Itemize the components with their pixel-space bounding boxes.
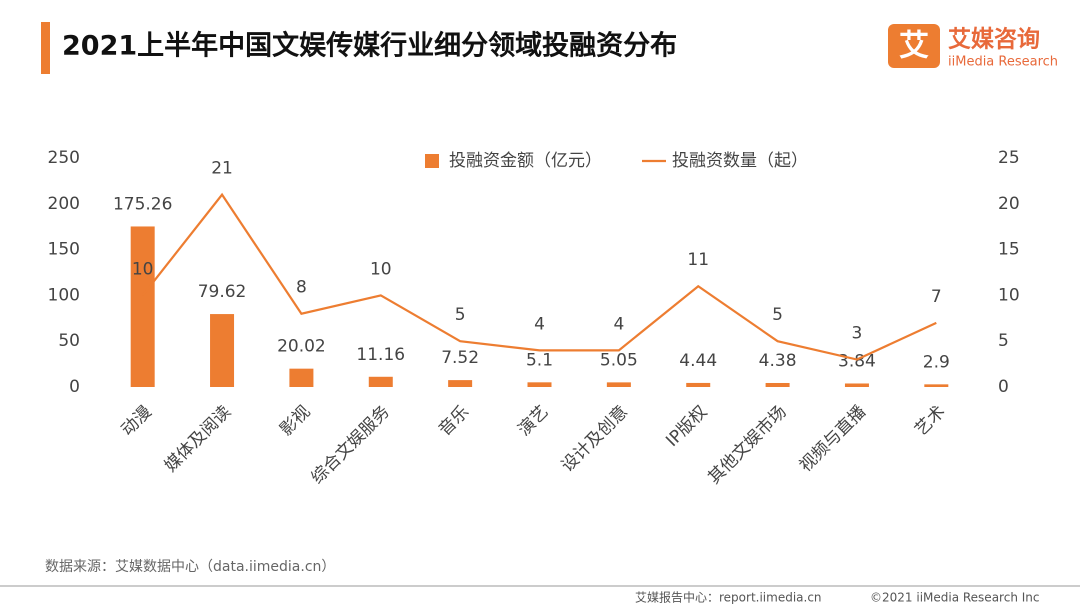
line-value-label: 8 <box>296 278 307 298</box>
bar-value-label: 11.16 <box>356 345 405 365</box>
x-tick-label: 综合文娱服务 <box>308 402 394 488</box>
y2-tick-label: 10 <box>998 285 1020 305</box>
y2-tick-label: 0 <box>998 377 1009 397</box>
bar <box>289 368 314 387</box>
bar <box>844 383 869 387</box>
bar-value-label: 5.1 <box>526 350 553 370</box>
bar-value-label: 7.52 <box>441 348 479 368</box>
chart-title: 2021上半年中国文娱传媒行业细分领域投融资分布 <box>62 30 677 62</box>
bar <box>210 314 235 387</box>
bar <box>606 382 631 387</box>
bar-value-label: 20.02 <box>277 337 326 357</box>
legend-swatch <box>425 154 439 168</box>
y2-tick-label: 25 <box>998 148 1020 168</box>
y2-tick-label: 20 <box>998 194 1020 214</box>
line <box>141 192 937 361</box>
bar <box>448 380 473 387</box>
bar-value-label: 5.05 <box>600 350 638 370</box>
logo-mark-bg <box>888 24 940 68</box>
legend-label: 投融资数量（起） <box>672 151 808 171</box>
bar <box>924 384 949 387</box>
x-tick-label: 影视 <box>276 402 314 440</box>
y-tick-label: 200 <box>48 194 80 214</box>
bar <box>130 226 155 387</box>
line-value-label: 7 <box>931 287 942 307</box>
line-value-label: 4 <box>534 314 545 334</box>
footer-right: ©2021 iiMedia Research Inc <box>870 591 1039 605</box>
line-value-label: 4 <box>613 314 624 334</box>
y-tick-label: 100 <box>48 285 80 305</box>
y2-tick-label: 15 <box>998 240 1020 260</box>
x-tick-label: IP版权 <box>662 402 711 451</box>
bar-value-label: 4.44 <box>679 351 717 371</box>
title-accent <box>41 22 50 74</box>
x-tick-label: 动漫 <box>118 402 156 440</box>
bar-value-label: 79.62 <box>198 282 247 302</box>
x-tick-label: 音乐 <box>435 402 473 440</box>
bar <box>765 382 790 387</box>
line-value-label: 3 <box>852 324 863 344</box>
source: 数据来源：艾媒数据中心（data.iimedia.cn） <box>45 559 335 575</box>
bar-value-label: 2.9 <box>923 352 950 372</box>
x-tick-label: 演艺 <box>514 402 552 440</box>
line-value-label: 21 <box>211 159 233 179</box>
bar-value-label: 175.26 <box>113 194 172 214</box>
line-value-label: 11 <box>687 250 709 270</box>
y-tick-label: 0 <box>69 377 80 397</box>
line-value-label: 5 <box>772 305 783 325</box>
y-tick-label: 150 <box>48 240 80 260</box>
line-value-label: 5 <box>455 305 466 325</box>
x-tick-label: 视频与直播 <box>796 402 870 476</box>
x-tick-label: 艺术 <box>911 402 949 440</box>
x-tick-label: 媒体及阅读 <box>161 402 235 476</box>
legend-label: 投融资金额（亿元） <box>449 151 602 171</box>
y-tick-label: 50 <box>58 331 80 351</box>
footer-left: 艾媒报告中心：report.iimedia.cn <box>635 590 822 605</box>
logo-mark: 艾 <box>899 29 929 64</box>
line-value-label: 10 <box>370 259 392 279</box>
bar <box>368 376 393 387</box>
logo-subname: iiMedia Research <box>948 55 1058 70</box>
bar-value-label: 4.38 <box>759 351 797 371</box>
logo-name: 艾媒咨询 <box>948 26 1040 53</box>
y-tick-label: 250 <box>48 148 80 168</box>
x-tick-label: 设计及创意 <box>558 402 632 476</box>
y2-tick-label: 5 <box>998 331 1009 351</box>
x-tick-label: 其他文娱市场 <box>704 402 790 488</box>
bar <box>527 382 552 387</box>
line-value-label: 10 <box>132 259 154 279</box>
bar <box>686 382 711 387</box>
